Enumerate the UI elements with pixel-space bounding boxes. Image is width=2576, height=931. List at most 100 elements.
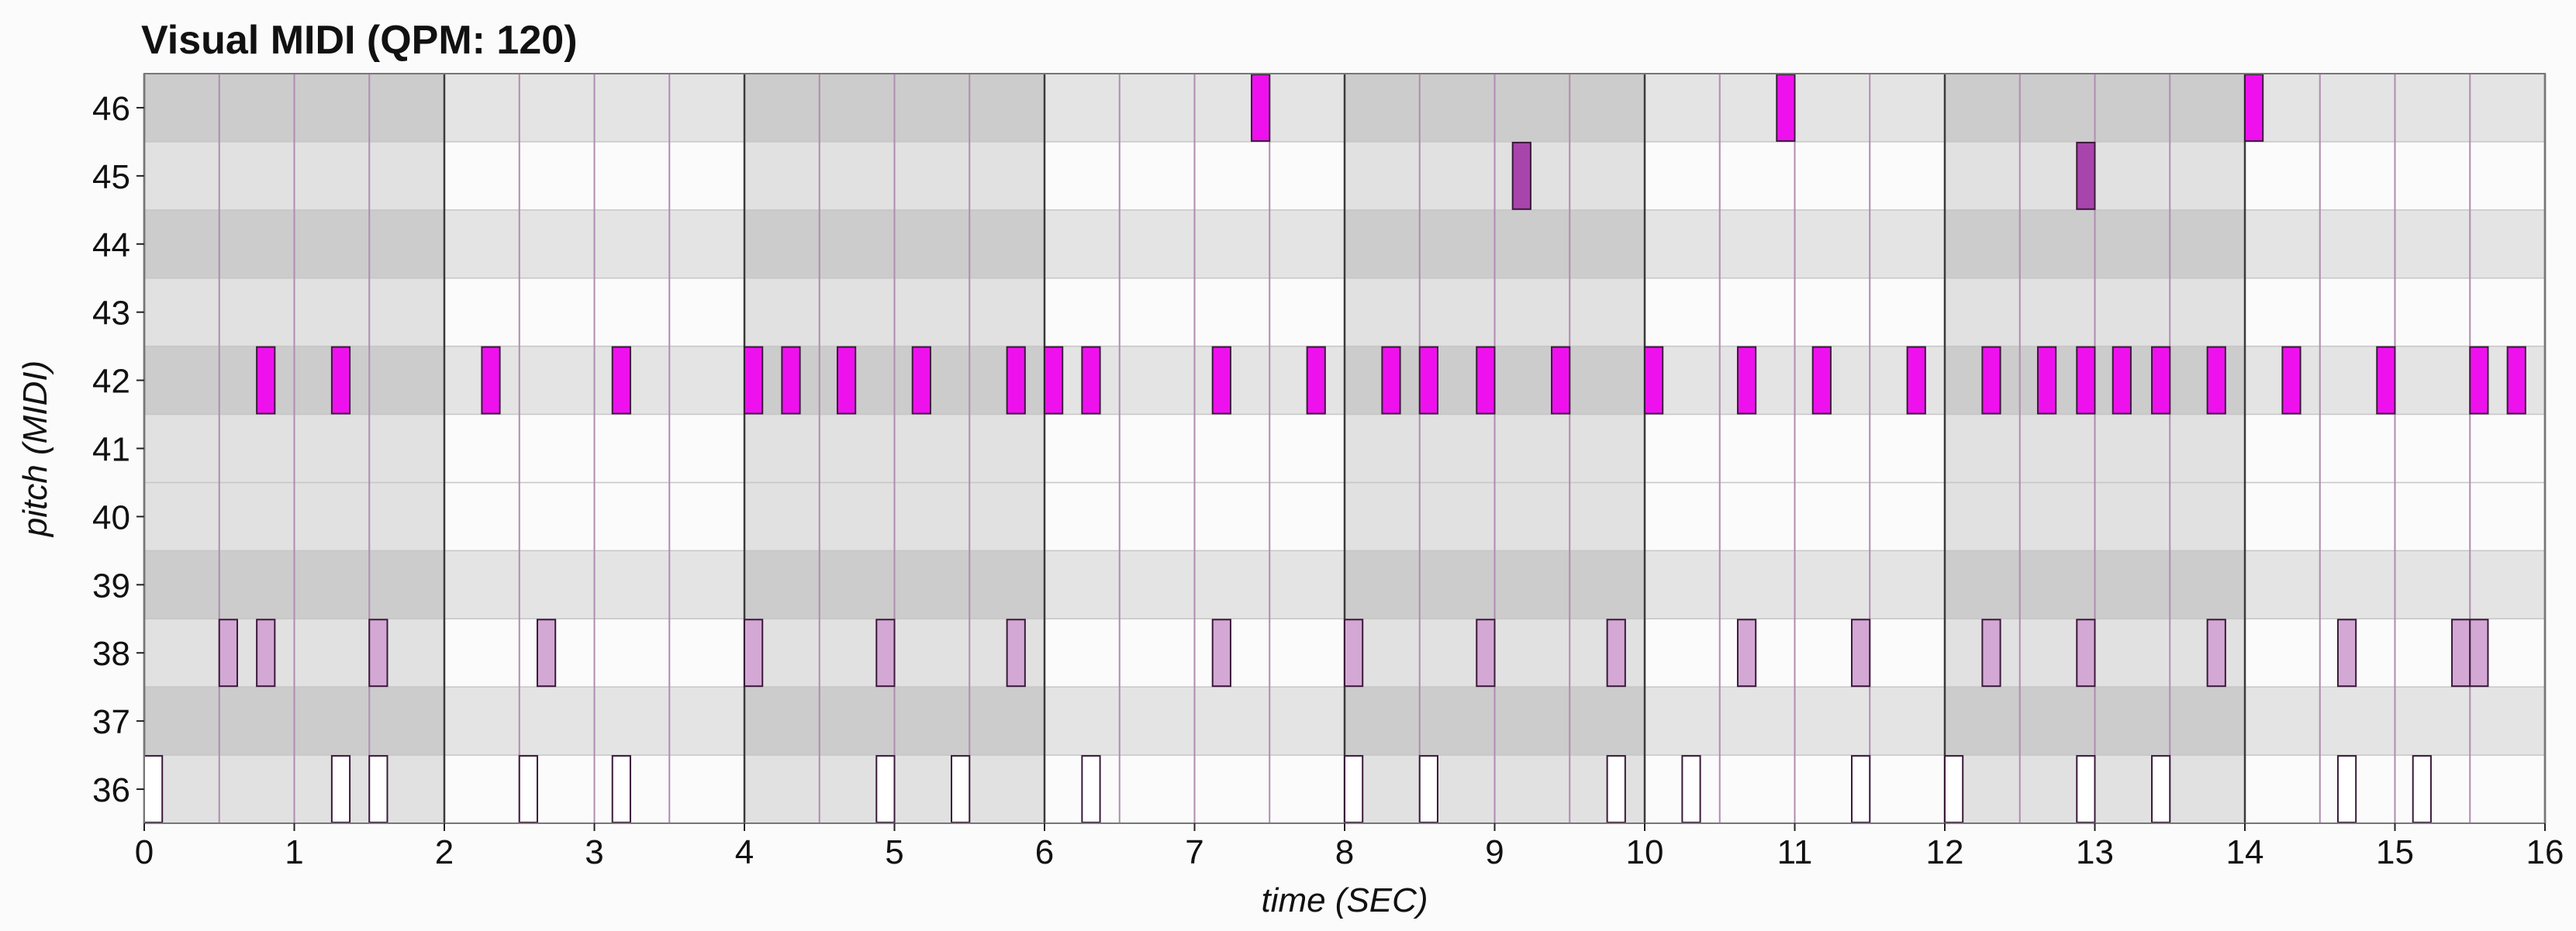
note xyxy=(143,755,164,823)
y-tick-label: 36 xyxy=(92,771,130,809)
y-tick-label: 41 xyxy=(92,431,130,469)
note xyxy=(1006,619,1026,688)
note xyxy=(1251,74,1271,142)
note xyxy=(1344,619,1364,688)
note xyxy=(836,346,857,415)
note xyxy=(1418,755,1438,823)
note xyxy=(611,346,631,415)
note xyxy=(781,346,801,415)
note xyxy=(256,346,276,415)
x-tick-label: 13 xyxy=(2076,833,2114,871)
note xyxy=(951,755,971,823)
note xyxy=(1211,346,1231,415)
note xyxy=(1081,755,1101,823)
note xyxy=(2151,755,2171,823)
note xyxy=(2281,346,2301,415)
note xyxy=(744,619,764,688)
note xyxy=(2151,346,2171,415)
note xyxy=(330,755,351,823)
note xyxy=(611,755,631,823)
note xyxy=(2376,346,2396,415)
note xyxy=(744,346,764,415)
note xyxy=(1476,346,1496,415)
note xyxy=(875,619,896,688)
note xyxy=(1344,755,1364,823)
note xyxy=(2112,346,2132,415)
note xyxy=(2076,619,2096,688)
note xyxy=(1644,346,1664,415)
y-tick-label: 45 xyxy=(92,158,130,196)
note xyxy=(2036,346,2057,415)
x-tick-label: 8 xyxy=(1335,833,1354,871)
note xyxy=(2206,346,2226,415)
note xyxy=(2336,755,2357,823)
y-axis-label: pitch (MIDI) xyxy=(16,360,54,538)
note xyxy=(1418,346,1438,415)
note xyxy=(481,346,501,415)
x-tick-label: 12 xyxy=(1926,833,1964,871)
note xyxy=(875,755,896,823)
x-tick-label: 10 xyxy=(1626,833,1664,871)
note xyxy=(1381,346,1401,415)
chart-title: Visual MIDI (QPM: 120) xyxy=(141,18,578,63)
note xyxy=(1776,74,1796,142)
note xyxy=(1906,346,1926,415)
x-tick-label: 14 xyxy=(2226,833,2264,871)
note xyxy=(518,755,538,823)
note xyxy=(911,346,931,415)
note xyxy=(1681,755,1701,823)
x-tick-label: 4 xyxy=(735,833,754,871)
x-tick-label: 11 xyxy=(1777,833,1813,871)
note xyxy=(1606,755,1626,823)
note xyxy=(2076,755,2096,823)
x-axis-label: time (SEC) xyxy=(1261,881,1428,919)
note xyxy=(1981,619,2001,688)
note xyxy=(1851,619,1871,688)
x-tick-label: 6 xyxy=(1035,833,1054,871)
x-tick-label: 5 xyxy=(885,833,903,871)
note xyxy=(2469,619,2489,688)
y-tick-label: 40 xyxy=(92,498,130,536)
note xyxy=(1044,346,1064,415)
y-tick-label: 38 xyxy=(92,635,130,673)
y-tick-label: 37 xyxy=(92,703,130,741)
note xyxy=(1306,346,1326,415)
note xyxy=(2451,619,2471,688)
note xyxy=(536,619,557,688)
note xyxy=(2206,619,2226,688)
note xyxy=(2076,346,2096,415)
x-tick-label: 3 xyxy=(585,833,603,871)
note xyxy=(1551,346,1571,415)
y-axis: 36 37 38 39 40 41 42 43 44 45 46 pitch (MIDI) xyxy=(16,90,144,809)
note xyxy=(2244,74,2264,142)
x-tick-label: 16 xyxy=(2526,833,2564,871)
x-tick-label: 1 xyxy=(285,833,303,871)
x-tick-label: 2 xyxy=(435,833,454,871)
note xyxy=(368,619,388,688)
note xyxy=(2412,755,2432,823)
note xyxy=(1811,346,1832,415)
note xyxy=(2336,619,2357,688)
note xyxy=(2469,346,2489,415)
note xyxy=(218,619,238,688)
note xyxy=(1736,346,1757,415)
note xyxy=(256,619,276,688)
note xyxy=(368,755,388,823)
note xyxy=(1606,619,1626,688)
x-tick-label: 0 xyxy=(135,833,154,871)
note xyxy=(2506,346,2526,415)
y-tick-label: 44 xyxy=(92,226,130,264)
x-tick-label: 9 xyxy=(1485,833,1504,871)
note xyxy=(1736,619,1757,688)
note xyxy=(1211,619,1231,688)
note xyxy=(1081,346,1101,415)
note xyxy=(1476,619,1496,688)
note xyxy=(330,346,351,415)
note xyxy=(1851,755,1871,823)
y-tick-label: 46 xyxy=(92,90,130,128)
x-tick-label: 15 xyxy=(2376,833,2414,871)
note xyxy=(1944,755,1964,823)
